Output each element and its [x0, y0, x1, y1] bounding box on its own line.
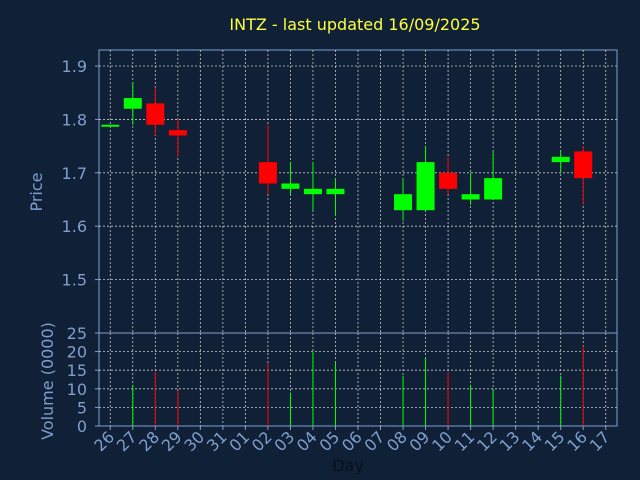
volume-tick-label: 10 [67, 380, 87, 399]
x-axis-label: Day [332, 456, 364, 475]
candle-body [439, 172, 458, 189]
candle-body [303, 188, 322, 195]
candle-body [258, 162, 277, 184]
volume-tick-label: 25 [67, 324, 87, 343]
price-tick-label: 1.8 [62, 110, 87, 129]
volume-axis-label: Volume (0000) [38, 322, 57, 440]
candle-body [326, 188, 345, 195]
volume-tick-label: 5 [77, 398, 87, 417]
x-tick-labels: 2627282930310102030405060708091011121314… [90, 426, 614, 455]
chart-title: INTZ - last updated 16/09/2025 [229, 15, 480, 34]
candle-body [281, 183, 300, 189]
candle-body [551, 156, 570, 163]
volume-tick-label: 15 [67, 361, 87, 380]
volume-tick-label: 0 [77, 417, 87, 436]
price-axis-label: Price [27, 172, 46, 211]
candle-body [101, 124, 120, 127]
price-tick-label: 1.5 [62, 271, 87, 290]
price-candles [101, 82, 593, 221]
candle-body [484, 178, 503, 200]
candle-body [146, 103, 165, 125]
price-tick-label: 1.7 [62, 164, 87, 183]
volume-tick-label: 20 [67, 343, 87, 362]
candle-body [123, 98, 142, 109]
x-tick-label: 17 [586, 427, 614, 455]
volume-bars [132, 346, 584, 426]
price-tick-label: 1.6 [62, 217, 87, 236]
candle-body [461, 194, 480, 200]
candle-body [168, 130, 187, 136]
candle-body [574, 151, 593, 179]
candle-body [394, 194, 413, 211]
candle-body [416, 162, 435, 211]
price-tick-label: 1.9 [62, 57, 87, 76]
